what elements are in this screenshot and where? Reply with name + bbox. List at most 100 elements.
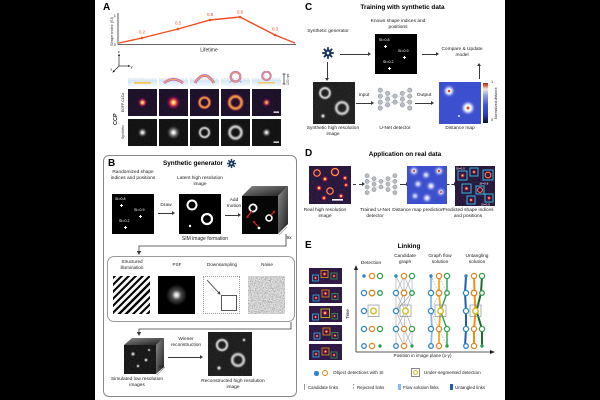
panel-d-label: D <box>305 148 313 159</box>
d-arrow-2 <box>400 182 409 187</box>
svg-text:0.3: 0.3 <box>272 27 279 32</box>
step-label-noise: Noise <box>261 262 273 267</box>
wiener-label: Wiener reconstruction <box>170 337 202 348</box>
downsampling-image <box>203 276 240 314</box>
si-mark: SI=0.8 <box>115 197 126 201</box>
output-arrow <box>415 100 434 105</box>
z-axis-label: z <box>118 49 120 54</box>
egfp-row-label: EGFP-CLCa <box>121 92 125 113</box>
y-axis-label: y <box>131 64 133 69</box>
legend-blue-dot <box>314 371 319 376</box>
d-item-3-label: Distance map prediction <box>392 208 444 213</box>
randomized-si-square: SI=0.8 SI=0.9 SI=0.2 <box>112 194 154 234</box>
stack-count-1: 9x <box>286 236 292 241</box>
downsampling-arrow <box>206 279 221 295</box>
si-mark: SI=0.2 <box>119 219 130 223</box>
distmap-to-compare-arrow <box>476 63 481 79</box>
col-header-candidate-graph: Candidate graph <box>394 254 416 265</box>
d-item-1-label: Real high resolution image <box>303 208 347 219</box>
legend-orange-ring <box>322 370 328 376</box>
generator-down-arrow <box>324 62 329 81</box>
pipeline-output-connector <box>136 322 292 336</box>
shape-index-lifetime-chart: Shape index (SI) 1 0 0.2 0.5 0.8 0.9 0.3… <box>109 9 296 53</box>
d-item-4-label: Predicted shape indices and positions <box>442 208 494 219</box>
reconstructed-image <box>208 332 252 376</box>
egfp-image-2 <box>159 89 188 116</box>
figure-canvas: A Shape index (SI) 1 0 0.2 0.5 0.8 0.9 0… <box>95 0 505 400</box>
linking-plot <box>354 265 495 354</box>
scale-bracket <box>282 73 286 85</box>
colorbar-min: 0 <box>490 118 494 122</box>
legend-underseg-box <box>411 368 420 377</box>
generator-label: Synthetic generator <box>307 29 349 34</box>
position-cross <box>139 215 142 218</box>
step-label-downsampling: Downsampling <box>206 262 238 267</box>
time-axis-label: Time <box>345 309 350 319</box>
svg-text:0.2: 0.2 <box>139 30 146 35</box>
legend-rejected-label: Rejected links <box>357 385 385 390</box>
si-mark: SI=0.2 <box>383 60 394 64</box>
svg-text:0.8: 0.8 <box>207 12 214 17</box>
real-highres-image <box>309 166 351 204</box>
synthetic-image-3 <box>190 119 219 146</box>
downsampled-square <box>221 295 237 311</box>
panel-b-title-row: Synthetic generator <box>103 158 297 169</box>
stack-count-2: 9x <box>158 365 164 370</box>
randomized-label: Randomized shape indices and positions <box>110 170 156 181</box>
detection-column-dots <box>360 272 384 350</box>
draw-label: Draw <box>160 203 172 208</box>
input-label: Input <box>358 93 370 98</box>
membrane-stage-1 <box>128 78 157 86</box>
egfp-image-3 <box>190 89 219 116</box>
scale-bar-label: 100 nm <box>286 73 290 85</box>
frame-4 <box>309 325 342 341</box>
legend-candidate-glyph <box>304 384 305 390</box>
legend-underseg-label: Under-segmented detection <box>424 370 481 375</box>
known-si-label: Known shape indices and positions <box>370 19 426 30</box>
colorbar-label: Normalized distance <box>494 87 498 119</box>
latent-image <box>179 194 221 234</box>
synthetic-image-1 <box>128 119 157 146</box>
panel-c-label: C <box>305 2 313 13</box>
position-cross <box>384 45 387 48</box>
legend-yellow-ring <box>413 370 419 376</box>
si-mark: SI=0.9 <box>398 49 409 53</box>
legend-flow-glyph <box>398 384 401 390</box>
col-header-untangling: Untangling solution <box>465 254 489 265</box>
noise-image <box>248 276 285 314</box>
sim-formation-label: SIM image formation <box>181 236 229 242</box>
compare-update-label: Compare & Update model <box>441 47 483 58</box>
step-label-structured-illumination: Structured illumination <box>120 259 144 270</box>
legend-objects-label: Object detections with SI <box>333 370 384 375</box>
frame-2 <box>309 287 342 303</box>
egfp-image-4 <box>221 89 250 116</box>
ccp-group-label: CCP <box>113 113 119 125</box>
svg-text:SI=0.8: SI=0.8 <box>480 182 489 186</box>
structured-illumination-image <box>113 276 150 314</box>
col-header-graph-flow: Graph flow solution <box>428 254 452 265</box>
distance-map-prediction-spots <box>411 168 444 201</box>
input-arrow <box>356 100 374 105</box>
membrane-stage-5 <box>252 71 281 86</box>
legend-untangled-glyph <box>450 384 453 390</box>
si-point-labels: 0.2 0.5 0.8 0.9 0.3 <box>139 9 279 34</box>
svg-text:SI=0.5: SI=0.5 <box>456 167 465 171</box>
distance-map-label: Distance map <box>445 126 475 131</box>
predicted-si-image: SI=0.5 SI=0.8 SI=0.9 <box>455 166 495 206</box>
synthetic-highres-label: Synthetic high resolution image <box>306 126 360 137</box>
generator-to-square-arrow <box>340 51 371 56</box>
d-item-2-label: Trained U-Net detector <box>360 208 390 219</box>
panel-b-label: B <box>108 158 116 169</box>
distance-map-spots <box>445 87 473 117</box>
distance-map-image <box>439 82 481 124</box>
distance-map-prediction-image <box>407 166 447 204</box>
sim-formation-connector <box>136 234 287 255</box>
ytick-0: 0 <box>114 42 117 47</box>
psf-image <box>158 276 195 314</box>
panel-c-title: Training with synthetic data <box>360 4 445 11</box>
position-cross <box>120 204 123 207</box>
synthetic-image-4 <box>221 119 250 146</box>
panel-e-label: E <box>305 240 312 251</box>
panel-e-title: Linking <box>397 243 421 250</box>
